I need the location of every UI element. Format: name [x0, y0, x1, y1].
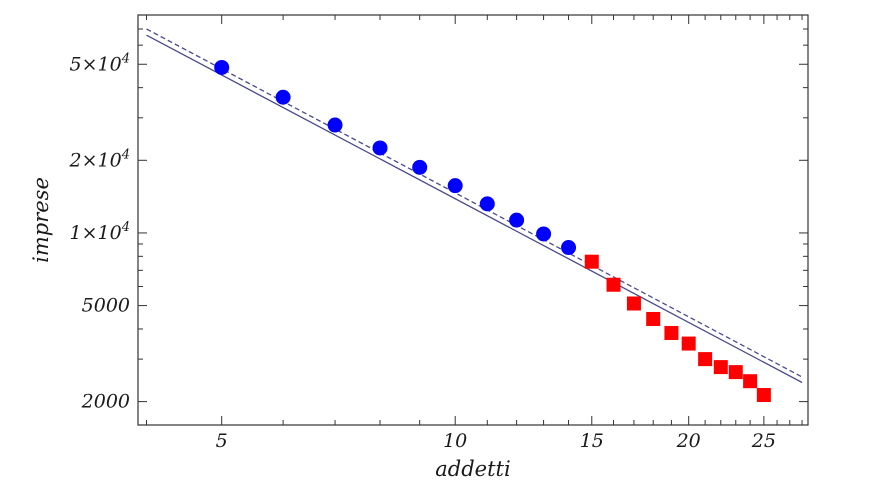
plot-frame: [137, 14, 809, 426]
circle-point: [327, 117, 343, 133]
circle-point: [479, 196, 495, 212]
x-axis-label: addetti: [435, 457, 510, 481]
circle-point: [412, 159, 428, 175]
square-point: [606, 277, 621, 292]
circle-point: [275, 89, 291, 105]
y-tick-label: 2×104: [69, 147, 130, 171]
x-tick-label: 5: [216, 430, 228, 452]
y-tick-label: 5×104: [70, 51, 130, 75]
dashed-fit-line: [146, 28, 803, 378]
square-point: [664, 325, 679, 340]
x-tick-labels: 5 10 15 20 25: [216, 430, 776, 452]
square-point: [743, 374, 758, 389]
circle-point: [536, 226, 552, 242]
square-point: [584, 254, 599, 269]
square-point: [756, 388, 771, 403]
y-tick-label: 2000: [81, 391, 130, 413]
y-tick-label: 5000: [82, 295, 130, 317]
x-tick-label: 25: [751, 430, 776, 452]
axis-ticks: [138, 14, 808, 425]
square-point: [698, 352, 713, 367]
y-tick-label: 1×104: [70, 220, 130, 244]
y-tick-labels: 2000 5000 1×104 2×104 5×104: [69, 51, 130, 412]
circle-point: [561, 240, 577, 256]
circle-point: [509, 212, 525, 228]
circle-point: [214, 59, 230, 75]
y-axis-label: imprese: [29, 177, 53, 263]
square-point: [626, 296, 641, 311]
x-tick-label: 20: [676, 430, 701, 452]
data-points: [214, 59, 771, 403]
x-tick-label: 10: [443, 430, 467, 452]
fit-lines: [146, 28, 803, 384]
circle-point: [447, 178, 463, 194]
square-point: [681, 336, 696, 351]
square-point: [728, 365, 743, 380]
square-point: [713, 360, 728, 375]
circle-point: [372, 140, 388, 156]
solid-fit-line: [146, 34, 803, 384]
square-point: [646, 311, 661, 326]
x-tick-label: 15: [580, 430, 604, 452]
